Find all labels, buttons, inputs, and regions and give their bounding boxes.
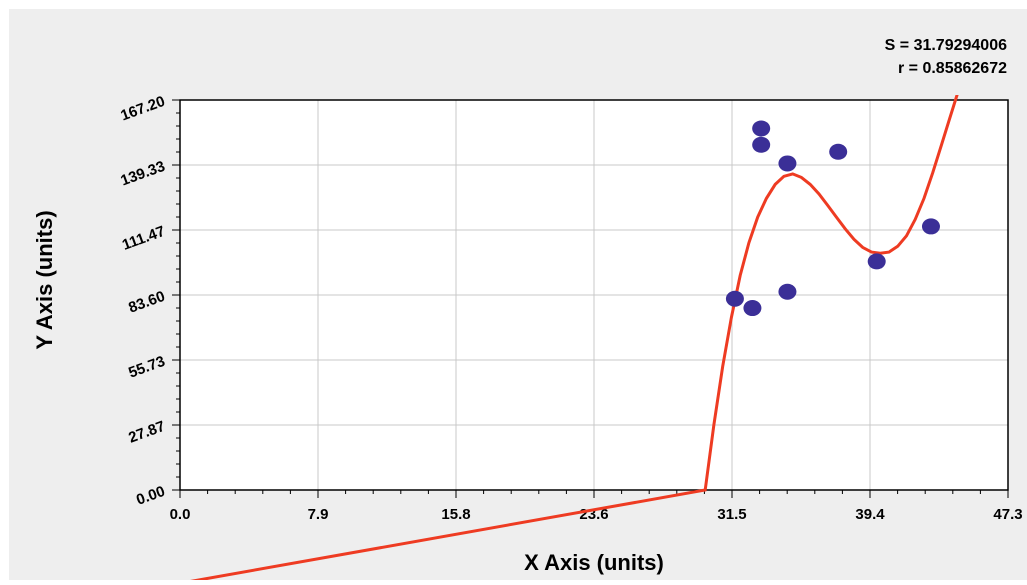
x-tick-label: 39.4	[855, 506, 885, 523]
data-point	[743, 300, 762, 317]
data-point	[867, 253, 886, 270]
data-point	[778, 155, 797, 172]
x-tick-label: 7.9	[308, 506, 329, 523]
data-point	[725, 290, 744, 307]
plot-border	[179, 99, 1009, 491]
axes	[172, 99, 1009, 498]
gridlines	[180, 100, 1008, 490]
data-points	[725, 120, 940, 317]
data-point	[752, 120, 771, 137]
x-tick-label: 31.5	[717, 506, 746, 523]
x-tick-label: 47.3	[993, 506, 1022, 523]
y-axis-label: Y Axis (units)	[32, 210, 57, 349]
fit-curve	[190, 95, 959, 580]
stat-s: S = 31.79294006	[885, 37, 1007, 54]
stat-r: r = 0.85862672	[898, 60, 1007, 77]
data-point	[829, 143, 848, 160]
x-tick-label: 15.8	[441, 506, 470, 523]
data-point	[778, 283, 797, 300]
data-point	[921, 218, 940, 235]
x-tick-label: 0.0	[170, 506, 191, 523]
data-point	[752, 136, 771, 153]
x-tick-labels: 0.0 7.9 15.8 23.6 31.5 39.4 47.3	[170, 506, 1023, 523]
x-axis-label: X Axis (units)	[524, 550, 664, 575]
